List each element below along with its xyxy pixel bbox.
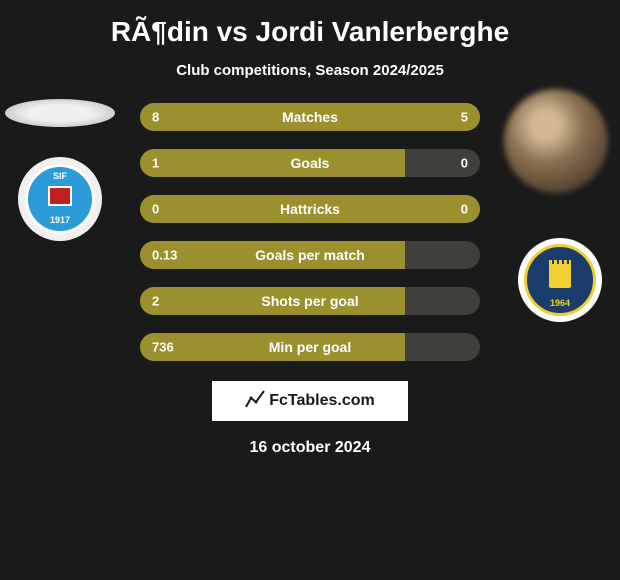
stat-bar-left [140, 149, 405, 177]
date-text: 16 october 2024 [0, 439, 620, 457]
player-avatar-right [504, 89, 608, 193]
stat-label: Shots per goal [261, 293, 358, 309]
stat-value-left: 0.13 [152, 248, 177, 263]
stat-row: Min per goal 736 [140, 333, 480, 361]
stat-value-left: 736 [152, 340, 174, 355]
stat-label: Hattricks [280, 201, 340, 217]
stat-row: Hattricks 0 0 [140, 195, 480, 223]
stat-row: Matches 8 5 [140, 103, 480, 131]
stat-value-right: 5 [461, 110, 468, 125]
stat-row: Shots per goal 2 [140, 287, 480, 315]
chart-icon [245, 390, 265, 413]
source-text: FcTables.com [269, 392, 375, 410]
stat-row: Goals 1 0 [140, 149, 480, 177]
chart-area: SIF 1917 1964 Matches 8 5 Goals 1 0 Hattricks 0… [0, 103, 620, 361]
comparison-title: RÃ¶din vs Jordi Vanlerberghe [0, 16, 620, 48]
infographic-container: RÃ¶din vs Jordi Vanlerberghe Club compet… [0, 0, 620, 580]
stat-value-right: 0 [461, 156, 468, 171]
stat-bars: Matches 8 5 Goals 1 0 Hattricks 0 0 Goals per mat… [140, 103, 480, 361]
tower-icon [549, 264, 571, 288]
player-avatar-left [5, 99, 115, 127]
club-right-year: 1964 [550, 298, 570, 308]
stat-value-right: 0 [461, 202, 468, 217]
stat-label: Goals [291, 155, 330, 171]
stat-value-left: 0 [152, 202, 159, 217]
club-badge-left-inner: SIF 1917 [25, 164, 95, 234]
stat-value-left: 2 [152, 294, 159, 309]
stat-value-left: 8 [152, 110, 159, 125]
stat-label: Goals per match [255, 247, 365, 263]
club-badge-right-inner: 1964 [524, 244, 596, 316]
stat-label: Matches [282, 109, 338, 125]
source-badge: FcTables.com [210, 379, 410, 423]
castle-icon [48, 186, 72, 206]
club-left-abbr: SIF [53, 171, 67, 181]
club-badge-right: 1964 [518, 238, 602, 322]
club-left-year: 1917 [50, 215, 70, 225]
stat-label: Min per goal [269, 339, 351, 355]
club-badge-left: SIF 1917 [18, 157, 102, 241]
season-subtitle: Club competitions, Season 2024/2025 [0, 62, 620, 79]
stat-row: Goals per match 0.13 [140, 241, 480, 269]
stat-value-left: 1 [152, 156, 159, 171]
